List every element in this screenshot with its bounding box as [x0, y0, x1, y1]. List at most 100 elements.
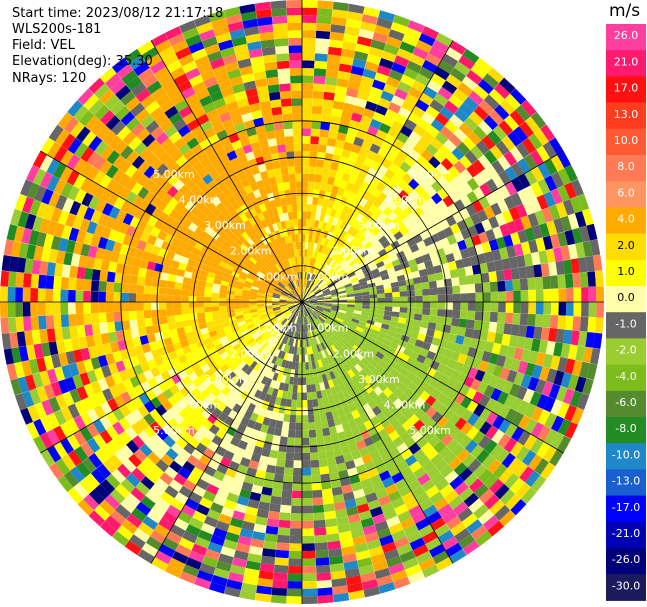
gate-cell [137, 404, 150, 418]
gate-cell [466, 426, 480, 440]
gate-cell [450, 351, 460, 362]
gate-cell [530, 251, 541, 266]
gate-cell [317, 220, 324, 230]
gate-cell [245, 228, 254, 238]
gate-cell [104, 94, 120, 110]
gate-cell [406, 356, 417, 367]
gate-cell [197, 529, 213, 542]
gate-cell [189, 342, 199, 352]
gate-cell [201, 184, 212, 196]
gate-cell [287, 296, 295, 300]
gate-cell [353, 433, 364, 443]
gate-cell [369, 294, 378, 299]
gate-cell [329, 241, 336, 250]
gate-cell [324, 304, 332, 307]
gate-cell [454, 392, 466, 405]
gate-cell [315, 428, 324, 438]
gate-cell [307, 291, 314, 298]
gate-cell [33, 343, 44, 359]
gate-cell [228, 108, 242, 119]
gate-cell [225, 531, 240, 543]
gate-cell [93, 405, 106, 419]
gate-cell [98, 302, 106, 313]
gate-cell [231, 271, 240, 278]
gate-cell [181, 289, 190, 297]
gate-cell [223, 272, 232, 279]
gate-cell [371, 252, 381, 261]
gate-cell [230, 256, 239, 265]
gate-cell [297, 384, 302, 393]
gate-cell [372, 32, 389, 44]
gate-cell [340, 538, 354, 549]
gate-cell [272, 15, 288, 25]
gate-cell [218, 513, 232, 525]
gate-cell [203, 240, 214, 250]
gate-cell [356, 36, 373, 47]
gate-cell [273, 167, 282, 177]
gate-cell [332, 1, 349, 12]
gate-cell [445, 377, 457, 389]
gate-cell [302, 143, 311, 152]
gate-cell [386, 330, 396, 338]
gate-cell [68, 227, 80, 242]
gate-cell [237, 154, 248, 165]
gate-cell [586, 223, 598, 241]
gate-cell [304, 256, 307, 265]
gate-cell [286, 204, 293, 213]
gate-cell [363, 436, 374, 447]
gate-cell [571, 179, 584, 197]
gate-cell [310, 384, 317, 393]
gate-cell [82, 131, 97, 147]
gate-cell [382, 257, 392, 266]
gate-cell [326, 457, 337, 466]
gate-cell [237, 187, 248, 198]
gate-cell [436, 175, 449, 188]
gate-cell [264, 533, 278, 543]
gate-cell [282, 421, 290, 430]
gate-cell [309, 303, 317, 306]
gate-cell [302, 309, 304, 318]
gate-cell [331, 185, 340, 195]
gate-cell [143, 310, 152, 319]
gate-cell [192, 377, 203, 388]
gate-cell [364, 210, 374, 220]
gate-cell [420, 320, 429, 329]
gate-cell [262, 277, 271, 284]
gate-cell [471, 329, 481, 340]
gate-cell [79, 372, 91, 386]
gate-cell [513, 126, 528, 143]
gate-cell [128, 302, 137, 312]
gate-cell [302, 113, 312, 121]
gate-cell [145, 438, 158, 452]
gate-cell [492, 174, 505, 189]
gate-cell [239, 213, 249, 223]
gate-cell [121, 519, 138, 535]
gate-cell [346, 435, 357, 446]
gate-cell [211, 287, 220, 294]
gate-cell [158, 211, 169, 223]
gate-cell [381, 435, 393, 446]
gate-cell [115, 483, 131, 499]
gate-cell [309, 346, 313, 355]
gate-cell [306, 384, 312, 393]
gate-cell [331, 217, 339, 227]
gate-cell [198, 345, 208, 354]
gate-cell [93, 334, 103, 346]
gate-cell [9, 256, 19, 272]
gate-cell [295, 415, 302, 423]
gate-cell [52, 289, 61, 302]
gate-cell [102, 130, 117, 146]
gate-cell [244, 567, 260, 578]
gate-cell [449, 114, 464, 128]
gate-cell [313, 275, 319, 283]
gate-cell [289, 273, 294, 282]
gate-cell [250, 428, 260, 439]
gate-cell [137, 160, 151, 174]
gate-cell [192, 431, 205, 443]
gate-cell [100, 521, 117, 537]
gate-cell [479, 262, 489, 274]
gate-cell [190, 232, 201, 242]
gate-cell [246, 323, 255, 330]
gate-cell [527, 212, 539, 228]
gate-cell [351, 280, 360, 286]
